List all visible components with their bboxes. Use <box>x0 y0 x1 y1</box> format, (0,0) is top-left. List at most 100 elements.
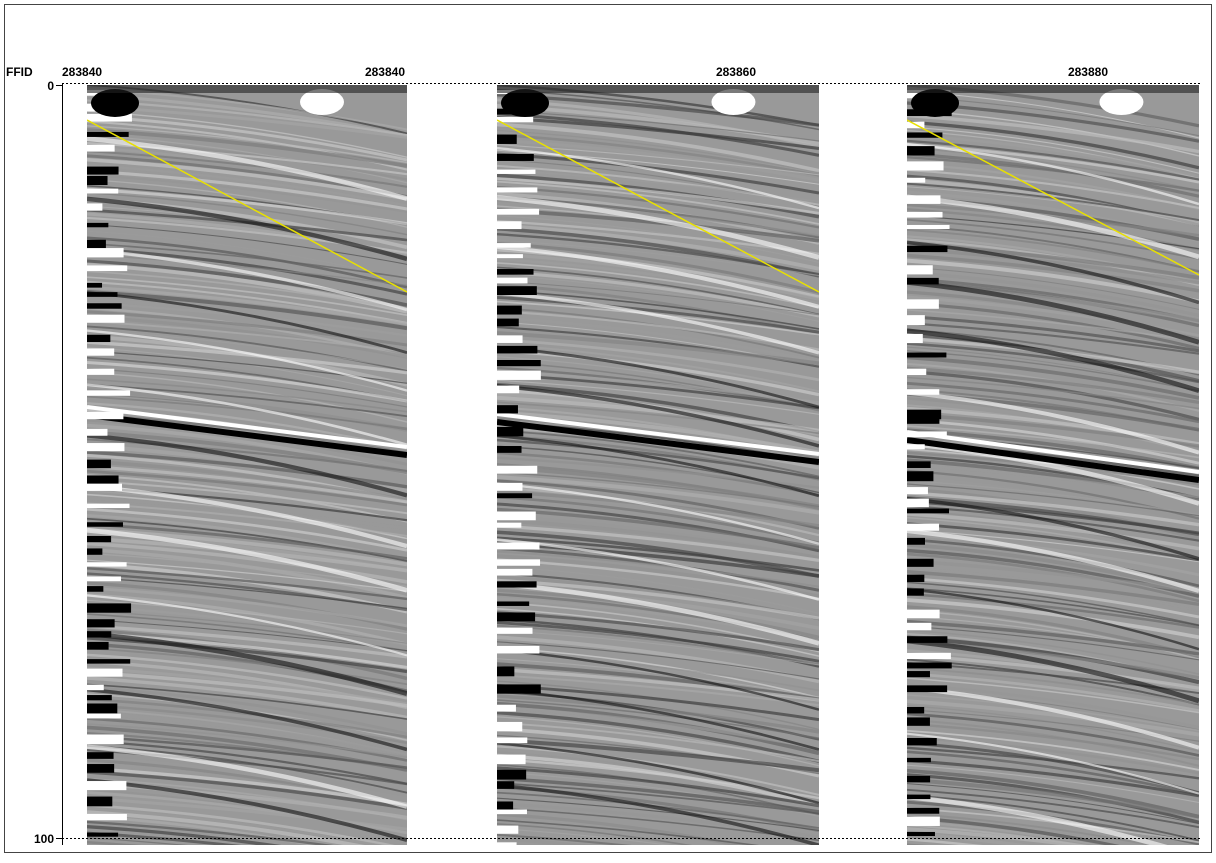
near-trace <box>907 212 943 218</box>
near-trace <box>497 569 532 576</box>
top-band <box>907 85 1199 93</box>
gather-image <box>907 85 1199 858</box>
near-trace <box>497 523 521 528</box>
near-trace <box>87 764 114 773</box>
tick-label: 0 <box>47 79 54 93</box>
near-trace <box>907 195 940 204</box>
gathers <box>87 85 1199 858</box>
near-trace <box>87 704 117 714</box>
near-trace <box>87 443 124 451</box>
near-trace <box>907 636 947 643</box>
near-trace <box>497 306 522 315</box>
near-trace <box>87 292 117 297</box>
near-trace <box>87 714 121 719</box>
near-trace <box>497 770 526 780</box>
near-trace <box>907 353 946 358</box>
near-trace <box>87 631 111 637</box>
near-trace <box>497 612 535 621</box>
near-trace <box>907 246 947 252</box>
near-trace <box>87 390 130 395</box>
near-trace <box>907 369 926 375</box>
top-band <box>497 85 819 93</box>
near-trace <box>87 248 124 257</box>
gather-image <box>497 85 819 858</box>
near-trace <box>907 758 931 762</box>
near-trace <box>907 559 934 567</box>
near-trace <box>907 817 940 826</box>
near-trace <box>497 154 534 161</box>
near-trace <box>907 334 923 343</box>
near-trace <box>87 562 127 566</box>
near-trace <box>497 512 536 521</box>
near-trace <box>87 475 119 485</box>
near-trace <box>87 203 102 210</box>
near-trace <box>907 278 939 285</box>
near-trace <box>87 814 127 820</box>
near-trace <box>907 389 939 395</box>
near-trace <box>87 642 109 650</box>
near-trace <box>907 588 924 595</box>
near-trace <box>907 461 931 468</box>
near-trace <box>497 466 537 474</box>
near-trace <box>87 176 108 185</box>
near-trace <box>497 646 539 654</box>
near-trace <box>87 223 108 227</box>
near-trace <box>907 653 951 659</box>
near-trace <box>907 575 924 582</box>
near-trace <box>497 221 522 229</box>
near-trace <box>87 484 122 491</box>
near-trace <box>87 781 126 790</box>
near-trace <box>87 548 102 554</box>
tick-label: 100 <box>34 832 54 846</box>
near-trace <box>497 601 529 605</box>
near-trace <box>497 286 537 295</box>
near-trace <box>907 509 949 514</box>
near-trace <box>497 737 527 743</box>
near-trace <box>907 471 933 481</box>
panel-label: 283880 <box>1068 65 1108 79</box>
panel-label: 283840 <box>365 65 405 79</box>
near-trace <box>907 623 931 630</box>
near-trace <box>497 243 531 248</box>
near-trace <box>907 685 947 692</box>
near-trace <box>907 795 930 799</box>
near-trace <box>497 269 534 275</box>
near-trace <box>907 178 925 183</box>
near-trace <box>907 225 950 229</box>
near-trace <box>497 581 537 587</box>
near-trace <box>87 303 122 308</box>
near-trace <box>907 418 939 424</box>
near-trace <box>497 666 514 676</box>
near-trace <box>907 738 937 745</box>
near-trace <box>907 717 930 725</box>
near-trace <box>87 586 103 592</box>
near-trace <box>87 412 123 419</box>
near-trace <box>87 504 130 508</box>
near-trace <box>907 431 947 437</box>
near-trace <box>497 278 528 284</box>
near-trace <box>497 135 517 144</box>
panel-label: 283860 <box>716 65 756 79</box>
near-trace <box>907 444 925 449</box>
near-trace <box>907 776 930 782</box>
near-trace <box>87 283 102 288</box>
near-trace <box>907 538 925 545</box>
near-trace <box>907 671 930 677</box>
near-trace <box>87 659 130 664</box>
near-trace <box>497 628 533 634</box>
near-trace <box>497 446 522 453</box>
near-trace <box>87 734 124 744</box>
near-trace <box>497 187 537 192</box>
near-trace <box>497 386 519 394</box>
near-trace <box>497 810 527 815</box>
top-band <box>87 85 407 93</box>
near-trace <box>497 755 526 765</box>
near-trace <box>497 319 519 327</box>
near-trace <box>87 669 122 677</box>
near-trace <box>87 132 129 137</box>
near-trace <box>497 427 523 437</box>
near-trace <box>87 797 112 807</box>
near-trace <box>87 460 111 469</box>
near-trace <box>907 499 929 508</box>
near-trace <box>907 524 939 531</box>
